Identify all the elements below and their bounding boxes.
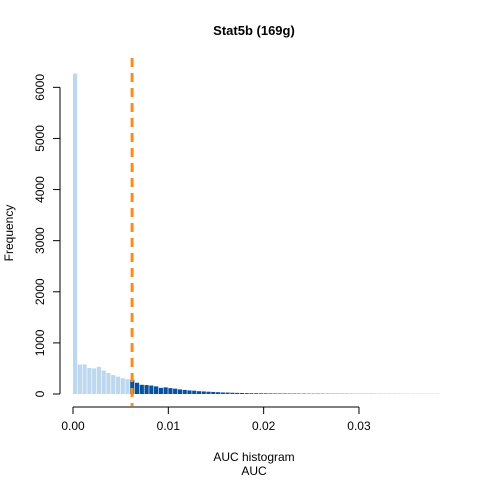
- histogram-bar: [177, 389, 183, 394]
- histogram-bar: [163, 387, 168, 394]
- y-tick-label: 1000: [33, 329, 47, 356]
- histogram-bar: [268, 393, 273, 394]
- histogram-bar: [201, 391, 206, 394]
- y-tick-label: 5000: [33, 125, 47, 152]
- histogram-bar: [273, 393, 278, 394]
- y-tick-label: 2000: [33, 278, 47, 305]
- histogram-bar: [125, 379, 130, 394]
- histogram-bar: [254, 393, 259, 394]
- x-axis-label-line1: AUC histogram: [213, 450, 294, 464]
- histogram-bar: [115, 376, 121, 394]
- y-tick-label: 4000: [33, 176, 47, 203]
- histogram-bar: [244, 393, 249, 394]
- x-axis: 0.00 0.01 0.02 0.03: [61, 406, 371, 433]
- histogram-bar: [111, 375, 116, 394]
- histogram-bar: [282, 393, 287, 394]
- histogram-bar: [211, 391, 216, 394]
- x-tick-label: 0.02: [252, 419, 276, 433]
- y-axis-label: Frequency: [2, 205, 16, 262]
- histogram-bar: [82, 364, 87, 394]
- histogram-bar: [173, 388, 178, 394]
- histogram-bar: [139, 384, 144, 394]
- histogram-bar: [168, 388, 173, 394]
- chart-title: Stat5b (169g): [213, 23, 295, 38]
- histogram-bar: [235, 392, 240, 394]
- histogram-bar: [225, 392, 230, 394]
- histogram-bar: [120, 378, 125, 394]
- x-tick-label: 0.03: [347, 419, 371, 433]
- y-axis: 0 1000 2000 3000 4000 5000 6000: [33, 74, 61, 397]
- histogram-bar: [249, 393, 254, 394]
- histogram-bar: [277, 393, 283, 394]
- histogram-bar: [187, 390, 192, 394]
- histogram-bar: [196, 391, 202, 394]
- x-tick-label: 0.00: [61, 419, 85, 433]
- x-axis-label-line2: AUC: [241, 464, 267, 478]
- histogram-bar: [239, 392, 244, 394]
- histogram-bar: [134, 382, 140, 394]
- histogram-bar: [92, 368, 97, 394]
- histogram-bar: [192, 390, 197, 394]
- y-tick-label: 3000: [33, 227, 47, 254]
- histogram-bar: [220, 392, 225, 394]
- histogram-bar: [96, 366, 101, 394]
- histogram-bar: [77, 364, 82, 394]
- histogram-bar: [230, 392, 235, 394]
- histogram-bar: [215, 392, 221, 394]
- histogram-bar: [158, 387, 163, 394]
- x-tick-label: 0.01: [157, 419, 181, 433]
- y-tick-label: 0: [33, 390, 47, 397]
- histogram-bar: [149, 385, 154, 394]
- histogram-bar: [106, 373, 111, 394]
- histogram-bar: [154, 386, 159, 394]
- histogram-bar: [87, 367, 92, 394]
- histogram-bar: [101, 370, 106, 394]
- histogram-bar: [144, 385, 149, 394]
- histogram-bar: [258, 393, 264, 394]
- histogram-bar: [130, 379, 135, 394]
- histogram-bar: [206, 391, 211, 394]
- bars-layer: [73, 73, 440, 395]
- histogram-bar: [182, 389, 187, 394]
- histogram-bar: [263, 393, 268, 394]
- y-tick-label: 6000: [33, 74, 47, 101]
- histogram-bar: [73, 73, 78, 395]
